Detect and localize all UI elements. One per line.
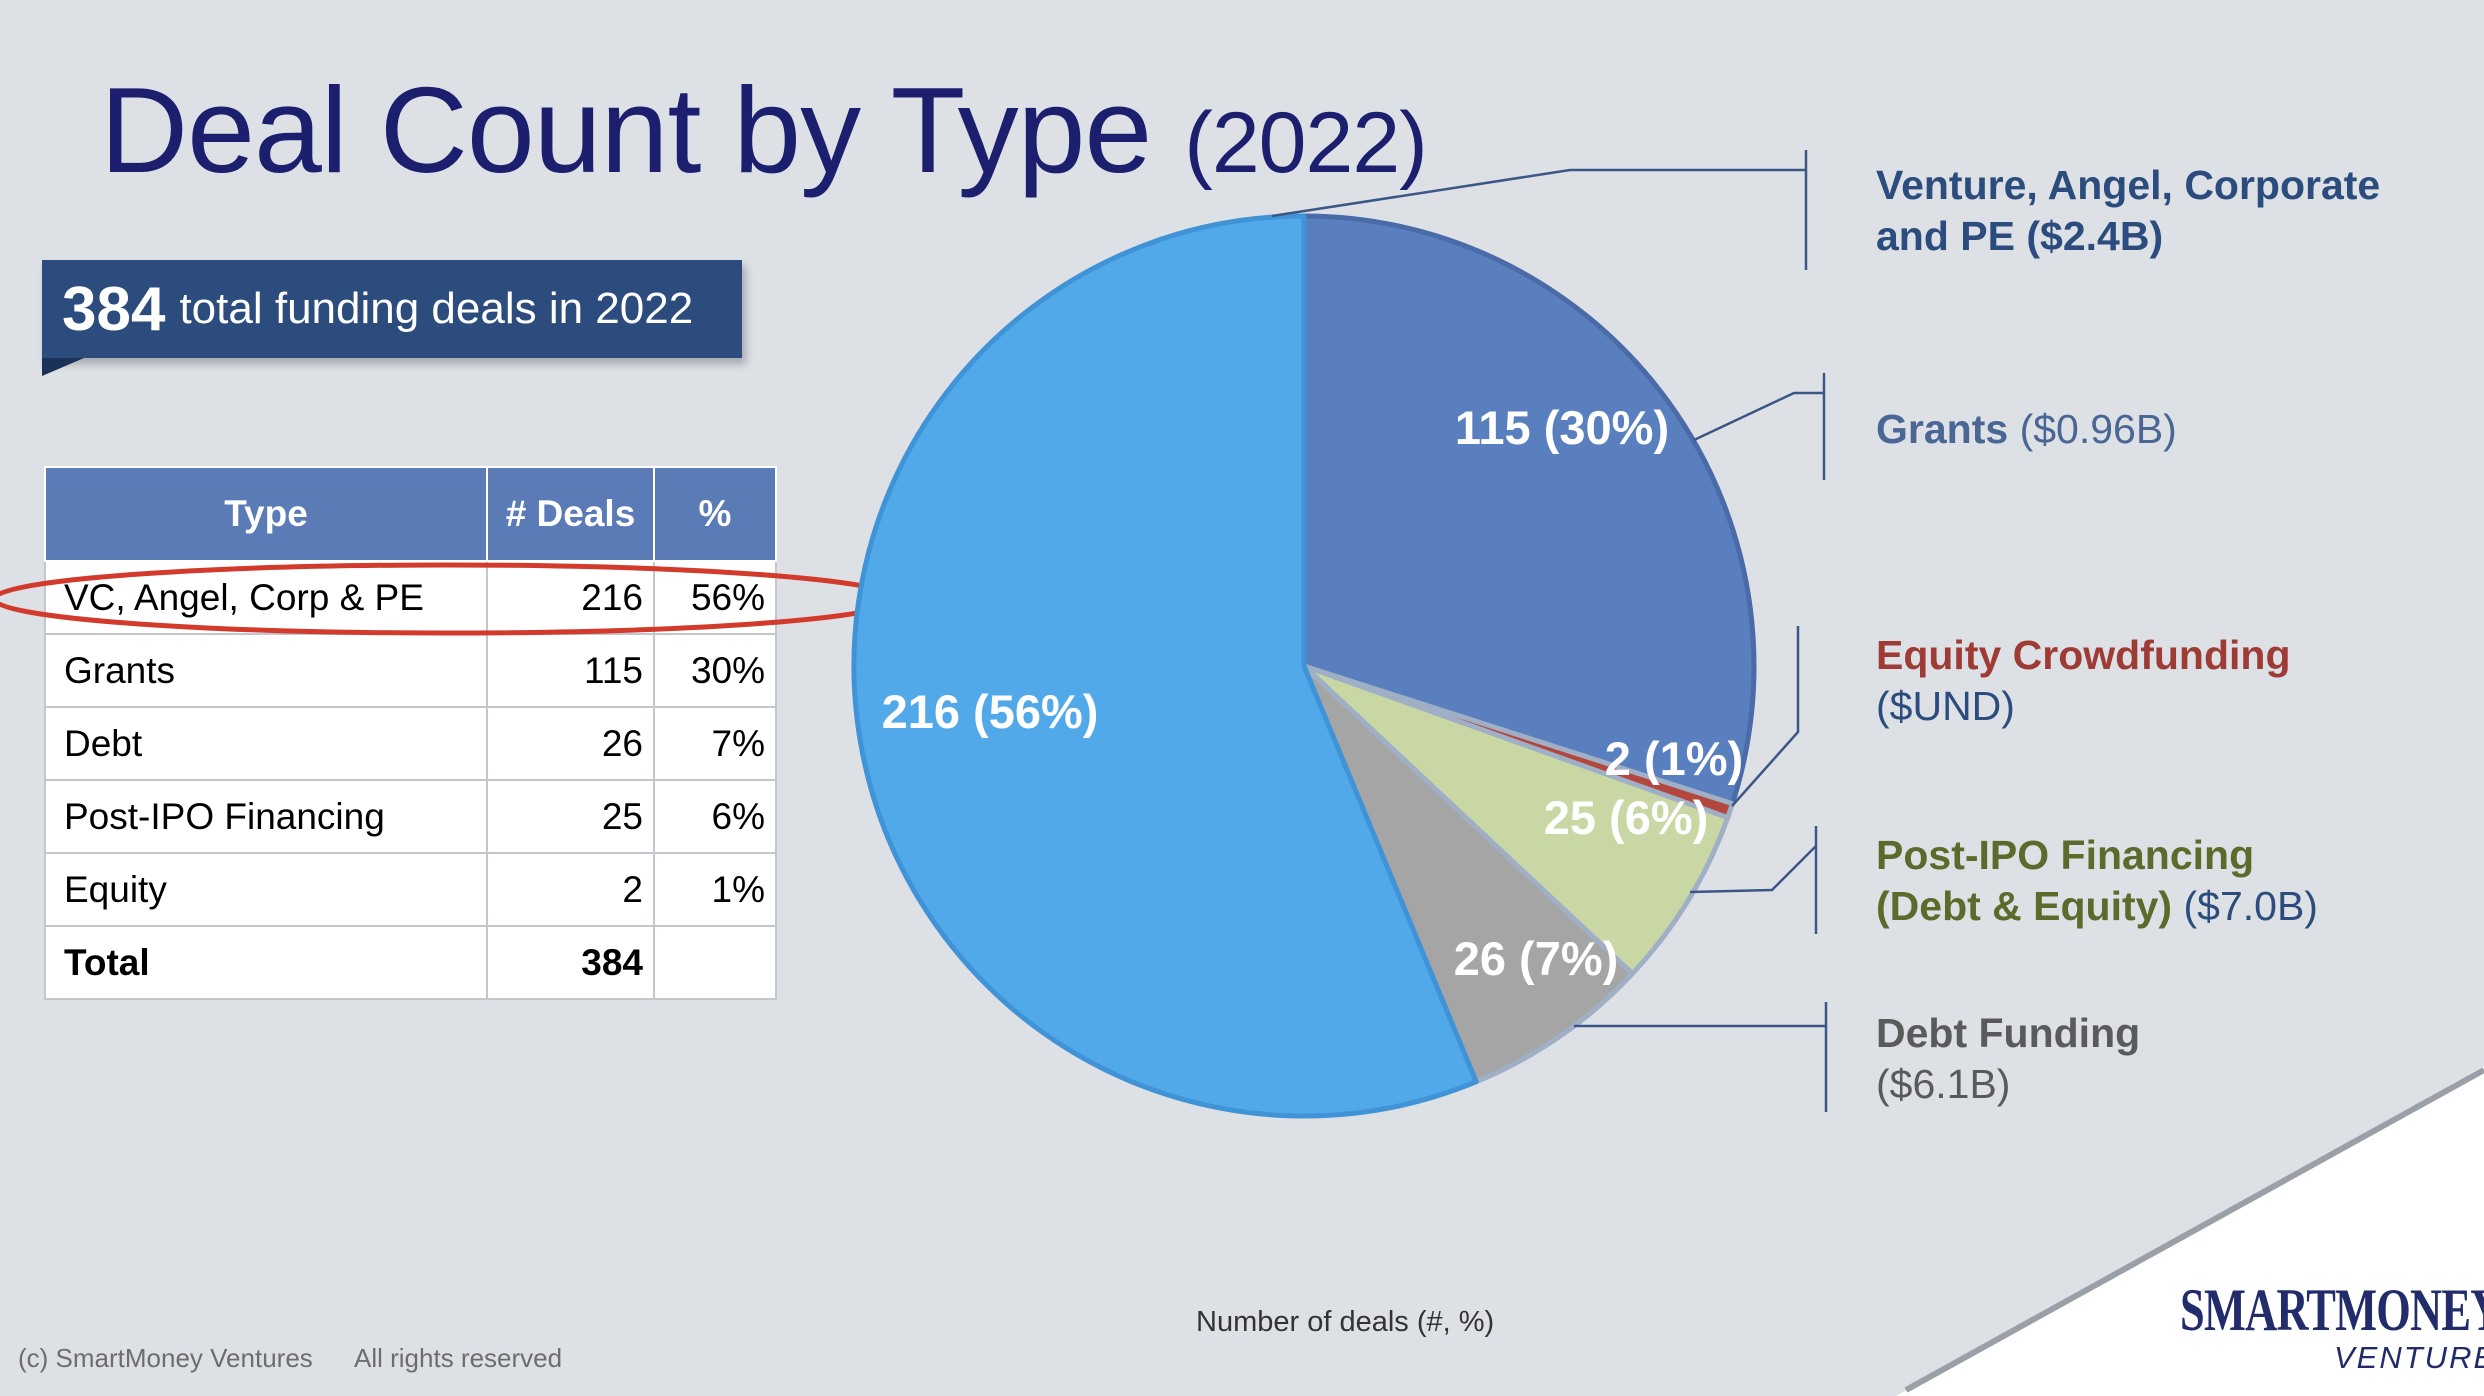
row-deals: 25	[486, 779, 655, 854]
legend-equity-paren: ($UND)	[1876, 683, 2015, 729]
chart-caption: Number of deals (#, %)	[1196, 1306, 1495, 1338]
legend-postipo-line1: Post-IPO Financing	[1876, 832, 2255, 878]
row-percent: 7%	[653, 706, 777, 781]
row-percent: 1%	[653, 852, 777, 927]
total-deals-banner: 384 total funding deals in 2022	[42, 260, 742, 358]
table-row: Debt 26 7%	[44, 706, 777, 781]
row-deals: 26	[486, 706, 655, 781]
header-percent: %	[653, 466, 777, 562]
row-type: Debt	[44, 706, 488, 781]
legend-grants-paren: ($0.96B)	[2019, 406, 2177, 452]
corner-shadow	[1904, 1067, 2484, 1393]
deals-table: Type # Deals % VC, Angel, Corp & PE 216 …	[44, 466, 777, 1000]
row-type: VC, Angel, Corp & PE	[44, 560, 488, 635]
row-type: Post-IPO Financing	[44, 779, 488, 854]
pie-data-label: 26 (7%)	[1454, 932, 1619, 985]
row-deals: 115	[486, 633, 655, 708]
row-type: Grants	[44, 633, 488, 708]
footer-rights: All rights reserved	[354, 1343, 563, 1373]
legend-equity: Equity Crowdfunding ($UND)	[1876, 630, 2290, 732]
leader-venture	[1271, 150, 1808, 270]
pie-data-label: 2 (1%)	[1605, 732, 1743, 785]
leader-equity	[1731, 626, 1800, 807]
pie-data-label: 25 (6%)	[1544, 791, 1709, 844]
total-deals: 384	[486, 925, 655, 1000]
pie-chart: 115 (30%) 2 (1%) 25 (6%) 26 (7%) 216 (56%)	[851, 213, 1757, 1119]
banner-text: total funding deals in 2022	[179, 284, 694, 333]
row-deals: 216	[486, 560, 655, 635]
legend-grants-label: Grants	[1876, 406, 2009, 452]
title-main: Deal Count by Type	[100, 62, 1152, 198]
legend-venture-line1: Venture, Angel, Corporate	[1876, 162, 2381, 208]
table-row: Grants 115 30%	[44, 633, 777, 708]
title-year: (2022)	[1184, 95, 1428, 191]
table-header-row: Type # Deals %	[44, 466, 777, 562]
banner-count: 384	[62, 274, 166, 344]
pie-slice-grants	[1301, 213, 1757, 807]
footer-copyright: (c) SmartMoney Ventures	[18, 1343, 313, 1373]
legend-venture-line2: and PE	[1876, 213, 2015, 259]
row-percent: 30%	[653, 633, 777, 708]
highlight-ellipse	[0, 562, 901, 636]
total-percent	[653, 925, 777, 1000]
legend-equity-label: Equity Crowdfunding	[1876, 632, 2291, 678]
pie-data-label: 216 (56%)	[882, 685, 1099, 738]
legend-grants: Grants ($0.96B)	[1876, 404, 2177, 455]
pie-slice-debt-funding	[1301, 663, 1635, 1085]
table-row: Equity 2 1%	[44, 852, 777, 927]
total-label: Total	[44, 925, 488, 1000]
leader-grants	[1693, 373, 1826, 480]
legend-postipo-line2: (Debt & Equity)	[1876, 883, 2173, 929]
row-deals: 2	[486, 852, 655, 927]
legend-postipo: Post-IPO Financing (Debt & Equity) ($7.0…	[1876, 830, 2318, 932]
table-row: Post-IPO Financing 25 6%	[44, 779, 777, 854]
header-deals: # Deals	[486, 466, 655, 562]
page-title: Deal Count by Type (2022)	[100, 60, 1428, 200]
legend-debt-label: Debt Funding	[1876, 1010, 2141, 1056]
table-total-row: Total 384	[44, 925, 777, 1000]
banner-fold	[42, 358, 84, 376]
legend-debt-paren: ($6.1B)	[1876, 1061, 2011, 1107]
legend-venture: Venture, Angel, Corporate and PE ($2.4B)	[1876, 160, 2380, 262]
row-type: Equity	[44, 852, 488, 927]
legend-debt: Debt Funding ($6.1B)	[1876, 1008, 2140, 1110]
pie-slice-post-ipo-financing	[1301, 663, 1731, 977]
legend-postipo-paren: ($7.0B)	[2183, 883, 2318, 929]
header-type: Type	[44, 466, 488, 562]
logo-wordmark: SMARTMONEY	[2180, 1277, 2484, 1343]
logo-subtitle: VENTURES	[2334, 1340, 2484, 1375]
row-percent: 6%	[653, 779, 777, 854]
leader-postipo	[1689, 826, 1818, 934]
leader-lines	[1271, 150, 1828, 1112]
leader-debt	[1574, 1002, 1828, 1112]
pie-slice-venture-angel-corporate-and-pe	[851, 213, 1479, 1119]
legend-venture-paren: ($2.4B)	[2026, 213, 2164, 259]
pie-data-label: 115 (30%)	[1455, 401, 1669, 454]
